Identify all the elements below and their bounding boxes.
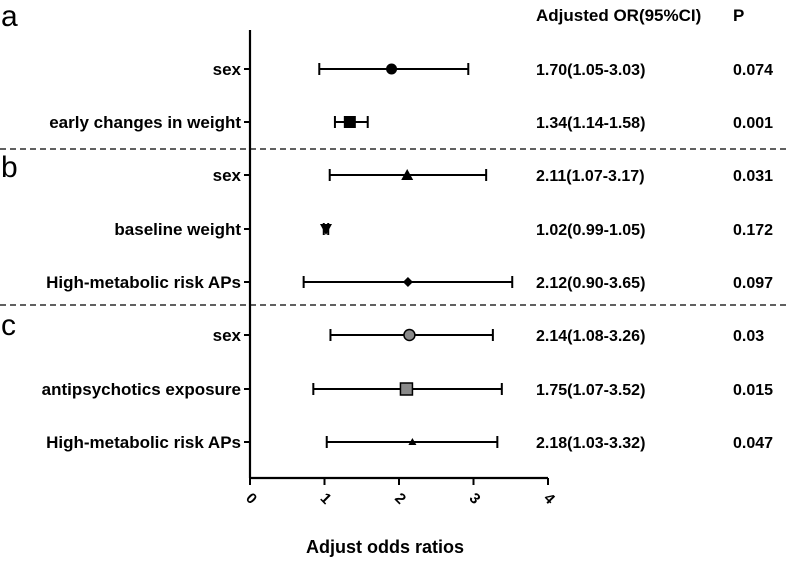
p-value: 0.097 (733, 275, 773, 292)
p-value: 0.074 (733, 62, 773, 79)
or-ci-value: 1.75(1.07-3.52) (536, 382, 645, 399)
p-value: 0.015 (733, 382, 773, 399)
forest-row: sex 1.70(1.05-3.03) 0.074 (213, 60, 774, 79)
or-ci-value: 2.18(1.03-3.32) (536, 435, 645, 452)
p-value: 0.047 (733, 435, 773, 452)
x-tick-label: 0 (242, 490, 260, 508)
or-ci-value: 2.14(1.08-3.26) (536, 328, 645, 345)
p-value: 0.03 (733, 328, 764, 345)
or-column-header: Adjusted OR(95%CI) (536, 6, 701, 25)
forest-row: sex 2.11(1.07-3.17) 0.031 (213, 166, 774, 185)
point-estimate-marker (386, 63, 398, 75)
x-tick-label: 3 (466, 490, 484, 508)
row-label: High-metabolic risk APs (46, 273, 241, 292)
point-estimate-marker (343, 116, 356, 128)
x-axis-label: Adjust odds ratios (306, 537, 464, 557)
forest-row: antipsychotics exposure 1.75(1.07-3.52) 0.… (42, 380, 773, 399)
x-tick-label: 1 (317, 490, 335, 508)
panel-label: a (1, 0, 18, 33)
p-column-header: P (733, 6, 744, 25)
row-label: baseline weight (114, 220, 241, 239)
x-tick-label: 2 (391, 490, 409, 508)
point-estimate-marker (319, 224, 332, 235)
point-estimate-marker (403, 328, 416, 342)
x-axis: 0 1 2 3 4 (242, 30, 559, 508)
panel-label: b (1, 151, 18, 184)
forest-row: sex 2.14(1.08-3.26) 0.03 (213, 326, 765, 345)
forest-row: High-metabolic risk APs 2.18(1.03-3.32) 0.… (46, 433, 773, 452)
panel-dividers (0, 148, 786, 306)
row-label: sex (213, 326, 242, 345)
forest-row: baseline weight 1.02(0.99-1.05) 0.172 (114, 220, 773, 239)
row-label: High-metabolic risk APs (46, 433, 241, 452)
forest-row: early changes in weight 1.34(1.14-1.58) 0.… (49, 113, 773, 132)
or-ci-value: 2.11(1.07-3.17) (536, 168, 645, 185)
point-estimate-marker (399, 382, 414, 396)
or-ci-value: 2.12(0.90-3.65) (536, 275, 645, 292)
point-estimate-marker (402, 277, 413, 287)
or-ci-value: 1.34(1.14-1.58) (536, 115, 645, 132)
or-ci-value: 1.02(0.99-1.05) (536, 222, 645, 239)
panel-label: c (1, 309, 16, 342)
p-value: 0.001 (733, 115, 773, 132)
point-estimate-marker (408, 438, 417, 445)
forest-row: High-metabolic risk APs 2.12(0.90-3.65) 0.… (46, 273, 773, 292)
p-value: 0.031 (733, 168, 773, 185)
row-label: sex (213, 60, 242, 79)
x-tick-label: 4 (540, 490, 558, 508)
row-label: antipsychotics exposure (42, 380, 241, 399)
row-label: sex (213, 166, 242, 185)
point-estimate-marker (401, 169, 414, 180)
p-value: 0.172 (733, 222, 773, 239)
forest-rows: a sex 1.70(1.05-3.03) 0.074 early changes in… (1, 0, 773, 452)
or-ci-value: 1.70(1.05-3.03) (536, 62, 645, 79)
column-headers: Adjusted OR(95%CI) P (536, 6, 744, 25)
row-label: early changes in weight (49, 113, 241, 132)
